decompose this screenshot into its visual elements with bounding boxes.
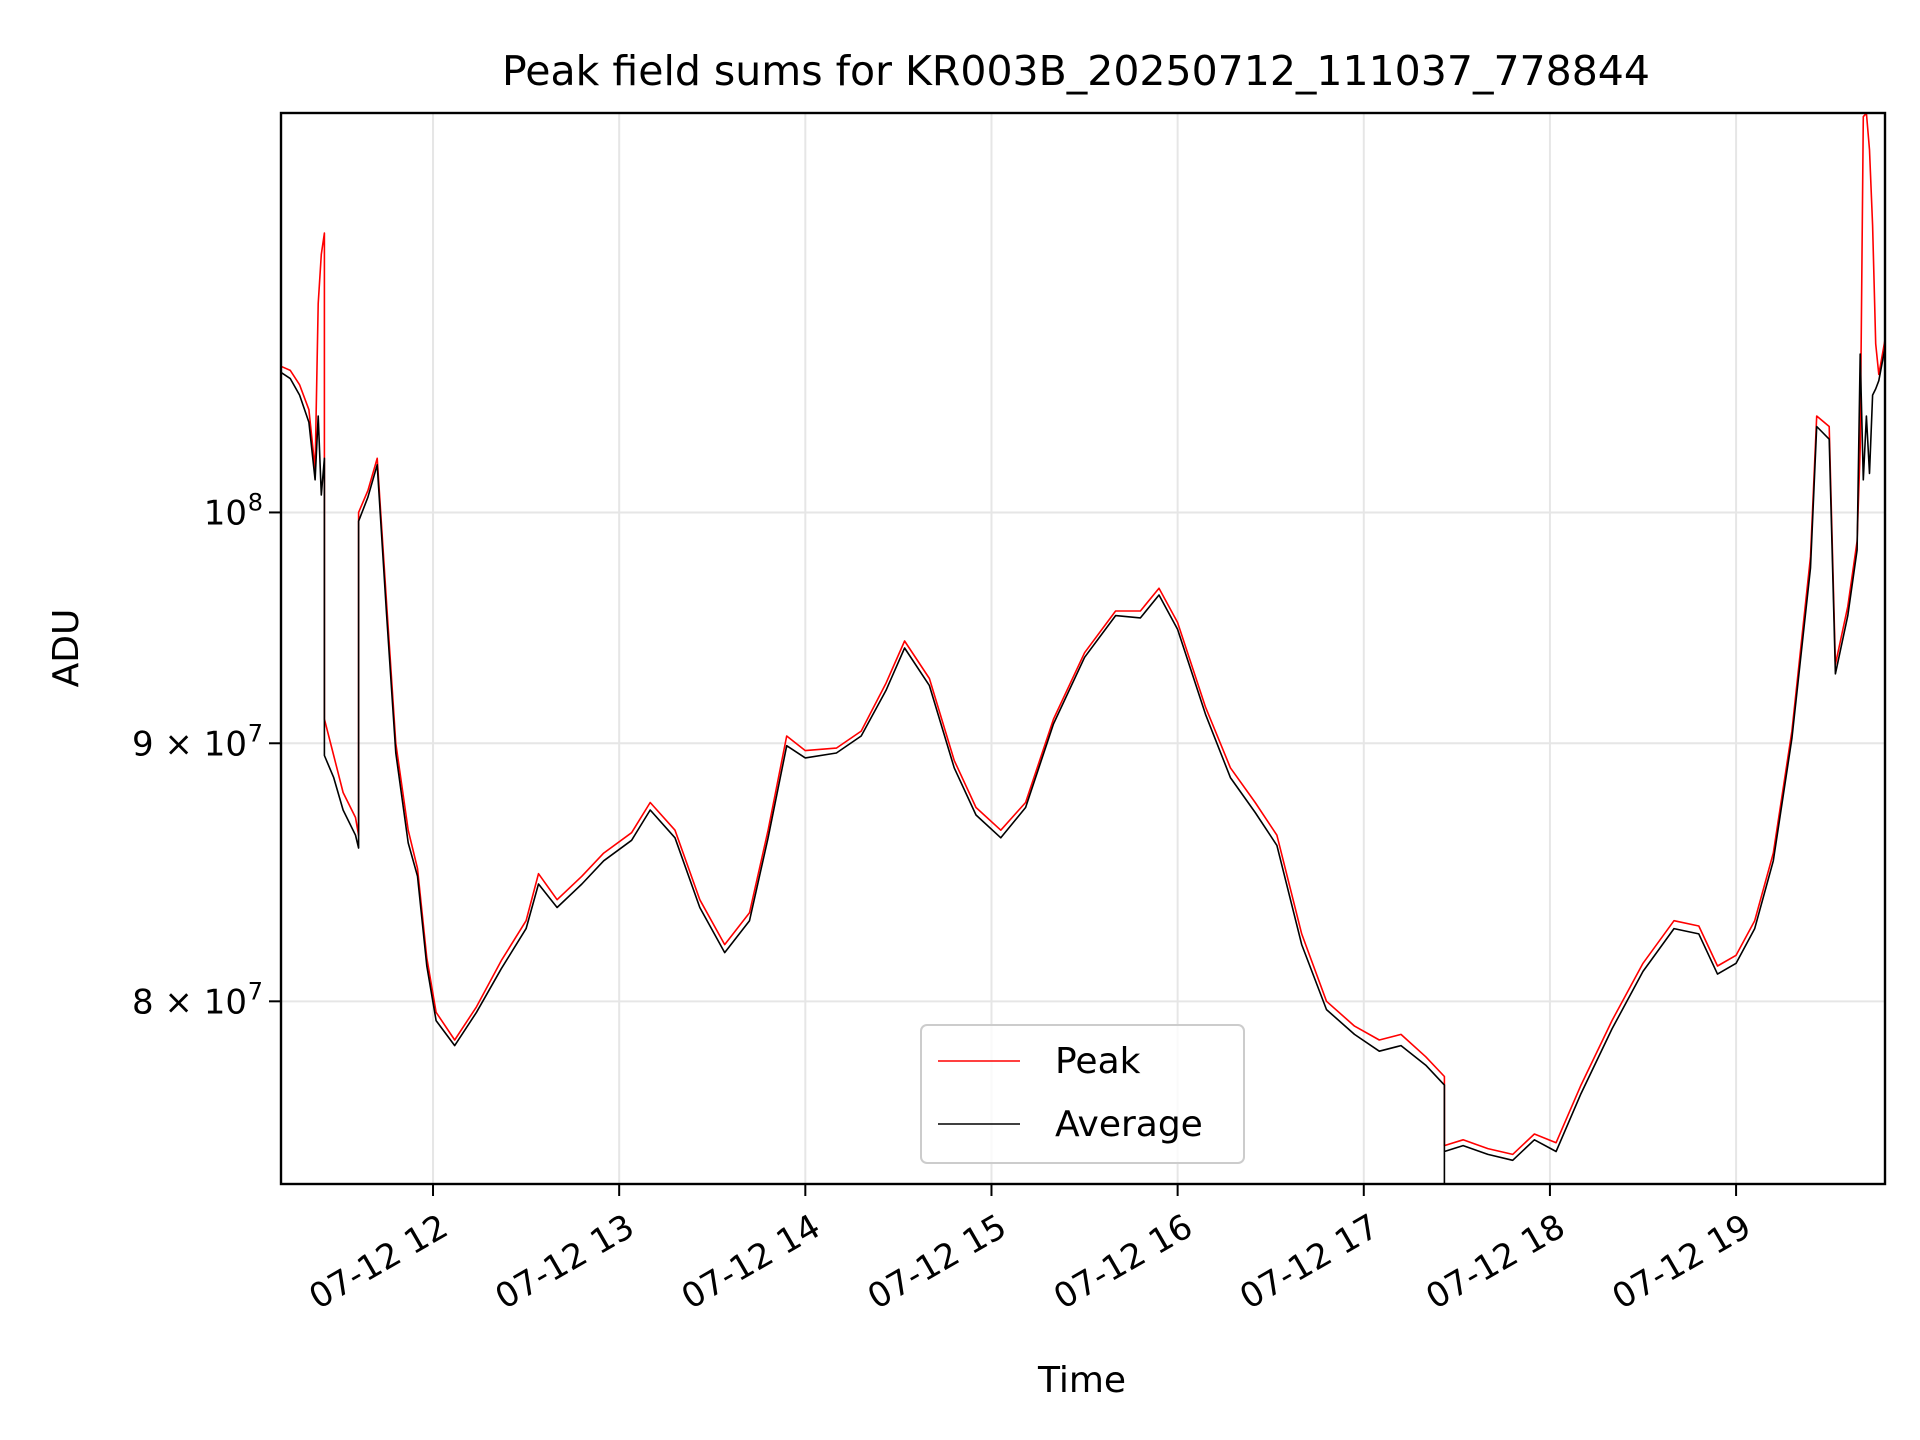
y-axis-label: ADU xyxy=(46,609,87,688)
x-tick-label: 07-12 15 xyxy=(861,1207,1013,1318)
y-tick-label-mantissa: 10 xyxy=(204,493,247,533)
plot-frame xyxy=(279,111,1887,1186)
x-tick-label: 07-12 18 xyxy=(1419,1207,1571,1318)
y-tick-label: 810 xyxy=(204,488,263,533)
legend-label-average: Average xyxy=(1055,1104,1203,1145)
x-tick-label: 07-12 12 xyxy=(303,1207,455,1318)
x-tick-label: 07-12 19 xyxy=(1606,1207,1758,1318)
y-tick-label-exponent: 7 xyxy=(248,719,263,747)
series-layer xyxy=(281,113,1885,1184)
series-line-peak xyxy=(281,113,1885,1156)
x-axis: 07-12 12 07-12 13 07-12 14 07-12 15 07-12 16… xyxy=(303,1184,1758,1318)
series-line-average xyxy=(281,347,1885,1184)
times-sign: × 10 xyxy=(154,724,247,764)
x-axis-label: Time xyxy=(1037,1360,1126,1401)
x-tick-label: 07-12 14 xyxy=(675,1207,827,1318)
legend-box xyxy=(920,1024,1245,1164)
y-tick-label-base: 8 xyxy=(132,982,154,1022)
y-tick-label-exponent: 8 xyxy=(248,488,263,516)
legend-label-peak: Peak xyxy=(1055,1041,1141,1082)
x-tick-label: 07-12 13 xyxy=(489,1207,641,1318)
legend: Peak Average xyxy=(920,1024,1245,1164)
times-sign: × 10 xyxy=(154,982,247,1022)
chart-title: Peak field sums for KR003B_20250712_1110… xyxy=(502,47,1650,95)
grid xyxy=(281,113,1885,1184)
y-tick-label-base: 9 xyxy=(132,724,154,764)
y-tick-label-mantissa: 9 × 10 xyxy=(132,724,247,764)
y-tick-label-mantissa: 8 × 10 xyxy=(132,982,247,1022)
y-tick-label: 79 × 10 xyxy=(132,719,263,764)
x-tick-label: 07-12 17 xyxy=(1233,1207,1385,1318)
x-tick-label: 07-12 16 xyxy=(1047,1207,1199,1318)
y-tick-label-exponent: 7 xyxy=(248,977,263,1005)
y-tick-label: 78 × 10 xyxy=(132,977,263,1022)
